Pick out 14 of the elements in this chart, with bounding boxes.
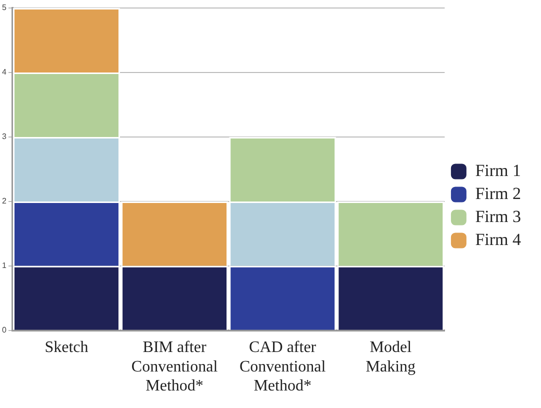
y-tick-label: 5 xyxy=(2,3,7,12)
legend-label: Firm 1 xyxy=(475,160,521,180)
x-tick-label: Sketch xyxy=(44,339,88,356)
legend-label: Firm 4 xyxy=(475,230,522,249)
x-tick-label: CAD after Conventional Method* xyxy=(239,339,326,395)
y-tick-label: 0 xyxy=(2,326,7,335)
y-tick-label: 4 xyxy=(2,68,7,77)
y-tick-label: 1 xyxy=(2,261,7,270)
legend-label: Firm 3 xyxy=(475,206,521,226)
x-tick-label: Model Making xyxy=(366,339,416,376)
y-tick-label: 2 xyxy=(2,196,7,206)
y-tick-label: 3 xyxy=(2,132,7,142)
x-tick-label: BIM after Conventional Method* xyxy=(131,339,218,395)
legend-label: Firm 2 xyxy=(475,184,521,203)
